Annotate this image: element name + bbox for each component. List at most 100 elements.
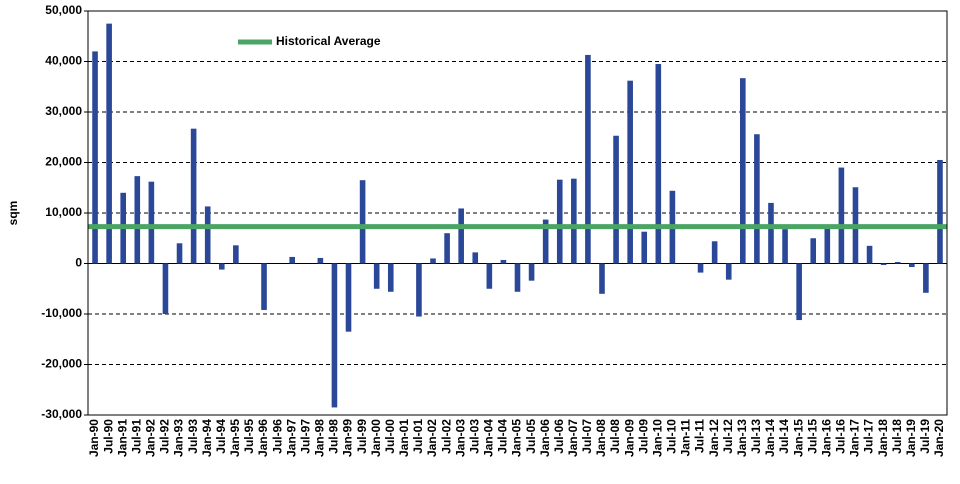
- bar: [204, 206, 211, 264]
- x-tick-label: Jan-00: [369, 419, 383, 457]
- x-tick-label: Jul-00: [383, 419, 397, 454]
- x-tick-label: Jan-19: [904, 419, 918, 457]
- y-tick-label: -30,000: [41, 407, 82, 421]
- bar: [218, 263, 225, 270]
- x-tick-label: Jul-99: [355, 419, 369, 454]
- x-tick-label: Jan-03: [453, 419, 467, 457]
- bar: [542, 219, 549, 264]
- x-tick-label: Jan-11: [679, 419, 693, 457]
- x-tick-label: Jan-20: [932, 419, 946, 457]
- bar: [740, 78, 746, 264]
- x-tick-label: Jul-13: [749, 419, 763, 454]
- y-tick-label: 20,000: [45, 155, 82, 169]
- x-tick-label: Jan-12: [707, 419, 721, 457]
- x-tick-label: Jul-93: [186, 419, 200, 454]
- bar: [289, 256, 295, 264]
- x-tick-label: Jan-06: [538, 419, 552, 457]
- y-tick-label: -20,000: [41, 357, 82, 371]
- bar: [796, 263, 802, 321]
- bar: [838, 167, 845, 264]
- bar: [711, 241, 718, 264]
- x-tick-label: Jul-91: [129, 419, 143, 454]
- bar: [92, 51, 98, 264]
- bar: [880, 263, 887, 266]
- x-tick-label: Jan-95: [228, 419, 242, 457]
- bar: [585, 54, 591, 264]
- x-tick-label: Jul-14: [777, 419, 791, 454]
- x-tick-label: Jul-18: [890, 419, 904, 454]
- y-tick-label: -10,000: [41, 306, 82, 320]
- bar: [345, 263, 352, 332]
- bar: [430, 258, 436, 264]
- x-tick-label: Jul-19: [918, 419, 932, 454]
- bar: [331, 263, 338, 408]
- x-tick-label: Jan-15: [791, 419, 805, 457]
- x-tick-label: Jul-98: [327, 419, 341, 454]
- bar: [458, 208, 464, 264]
- x-tick-label: Jan-10: [650, 419, 664, 457]
- x-tick-label: Jan-98: [313, 419, 327, 457]
- bar: [444, 233, 450, 264]
- x-tick-label: Jul-08: [608, 419, 622, 454]
- x-tick-label: Jul-94: [214, 419, 228, 454]
- bar: [824, 228, 831, 264]
- bar: [768, 202, 774, 264]
- x-tick-label: Jul-02: [439, 419, 453, 454]
- bar: [754, 134, 760, 264]
- bar: [627, 80, 633, 264]
- y-axis-label: sqm: [6, 201, 20, 226]
- x-tick-label: Jul-07: [580, 419, 594, 454]
- bar: [556, 179, 563, 264]
- x-tick-label: Jul-01: [411, 419, 425, 454]
- bar: [317, 257, 324, 264]
- bar: [106, 23, 112, 264]
- x-tick-label: Jul-95: [242, 419, 256, 454]
- y-tick-label: 30,000: [45, 104, 82, 118]
- x-tick-label: Jan-13: [735, 419, 749, 457]
- x-tick-label: Jul-97: [298, 419, 312, 454]
- bar: [599, 263, 605, 294]
- x-tick-label: Jul-06: [552, 419, 566, 454]
- x-tick-label: Jan-91: [115, 419, 129, 457]
- bar: [655, 64, 662, 264]
- x-tick-label: Jan-17: [848, 419, 862, 457]
- y-tick-label: 40,000: [45, 54, 82, 68]
- x-tick-label: Jul-10: [665, 419, 679, 454]
- bar: [810, 238, 817, 264]
- bar: [514, 263, 521, 292]
- bar: [387, 263, 394, 292]
- bar: [866, 245, 873, 264]
- x-tick-label: Jul-12: [721, 419, 735, 454]
- x-tick-label: Jan-18: [876, 419, 890, 457]
- x-tick-label: Jan-90: [87, 419, 101, 457]
- x-tick-label: Jul-96: [270, 419, 284, 454]
- x-tick-label: Jan-93: [172, 419, 186, 457]
- bar: [176, 243, 183, 264]
- bar: [937, 159, 943, 264]
- bar: [472, 252, 479, 264]
- bar: [894, 261, 901, 264]
- bar: [134, 176, 141, 264]
- bar: [500, 259, 507, 264]
- x-tick-label: Jul-16: [834, 419, 848, 454]
- x-tick-label: Jul-03: [467, 419, 481, 454]
- x-tick-label: Jan-02: [425, 419, 439, 457]
- x-tick-label: Jan-96: [256, 419, 270, 457]
- bar: [528, 263, 535, 281]
- plot-border: [87, 10, 948, 416]
- x-tick-label: Jul-05: [524, 419, 538, 454]
- bar: [725, 263, 732, 280]
- x-tick-label: Jan-05: [510, 419, 524, 457]
- bar: [233, 245, 239, 264]
- bar: [190, 128, 197, 264]
- x-tick-label: Jul-04: [496, 419, 510, 454]
- bar: [571, 178, 577, 264]
- bar: [908, 263, 915, 268]
- x-tick-label: Jul-90: [101, 419, 115, 454]
- x-tick-label: Jul-09: [636, 419, 650, 454]
- bar: [923, 263, 929, 293]
- y-tick-label: 10,000: [45, 205, 82, 219]
- bar: [641, 231, 648, 264]
- y-tick-label: 0: [75, 256, 82, 270]
